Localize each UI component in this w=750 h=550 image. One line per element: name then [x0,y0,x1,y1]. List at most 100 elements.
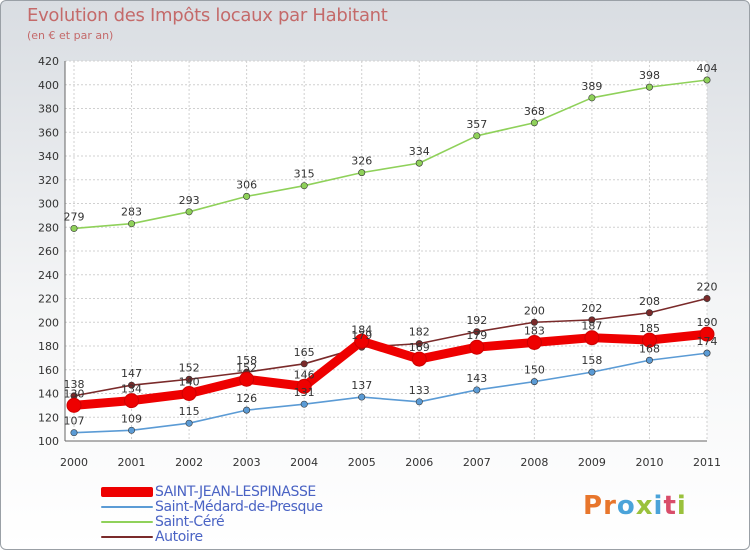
data-label: 146 [294,368,315,381]
data-label: 368 [524,105,545,118]
y-tick-label: 300 [38,198,59,211]
proxiti-logo: Proxiti [583,491,687,521]
data-label: 334 [409,145,430,158]
data-label: 130 [64,387,85,400]
data-point [296,378,312,394]
y-tick-label: 260 [38,245,59,258]
data-point [243,192,251,200]
y-tick-label: 420 [38,55,59,68]
logo-letter: t [663,491,677,521]
data-point [699,326,715,342]
data-label: 179 [351,329,372,342]
legend-label: Autoire [155,528,203,545]
legend-label: SAINT-JEAN-LESPINASSE [155,483,316,500]
data-label: 138 [64,378,85,391]
series-line [73,352,708,434]
data-label: 185 [639,322,660,335]
data-point [300,360,308,368]
data-label: 109 [121,412,142,425]
data-point [185,419,193,427]
data-label: 283 [121,206,142,219]
data-point [588,94,596,102]
data-point [239,371,255,387]
data-point [530,119,538,127]
data-label: 131 [294,386,315,399]
data-label: 126 [236,392,257,405]
data-label: 192 [466,314,487,327]
legend-item: SAINT-JEAN-LESPINASSE [101,483,323,500]
data-point [300,400,308,408]
data-point [66,397,82,413]
data-point [645,309,653,317]
data-point [703,76,711,84]
x-tick-label: 2005 [348,456,376,469]
legend-swatch [101,505,153,508]
data-point [473,386,481,394]
logo-letter: r [603,491,617,521]
data-label: 184 [351,323,372,336]
y-tick-label: 380 [38,103,59,116]
data-point [70,224,78,232]
logo-letter: x [635,491,654,521]
x-tick-label: 2007 [463,456,491,469]
data-label: 168 [639,342,660,355]
y-tick-label: 400 [38,79,59,92]
data-label: 279 [64,210,85,223]
data-label: 152 [236,361,257,374]
data-point [584,330,600,346]
data-point [473,132,481,140]
data-point [358,393,366,401]
data-point [243,406,251,414]
legend-swatch [101,520,153,523]
data-label: 137 [351,379,372,392]
x-tick-label: 2003 [233,456,261,469]
legend-label: Saint-Céré [155,513,225,530]
data-label: 147 [121,367,142,380]
y-tick-label: 160 [38,364,59,377]
x-tick-label: 2001 [118,456,146,469]
legend: SAINT-JEAN-LESPINASSE Saint-Médard-de-Pre… [101,483,323,545]
y-tick-label: 220 [38,293,59,306]
data-point [415,398,423,406]
x-tick-label: 2010 [635,456,663,469]
data-point [473,328,481,336]
data-label: 158 [236,354,257,367]
data-label: 143 [466,372,487,385]
data-label: 208 [639,295,660,308]
legend-label: Saint-Médard-de-Presque [155,498,323,515]
data-label: 174 [697,335,718,348]
data-label: 315 [294,168,315,181]
data-label: 179 [466,329,487,342]
data-point [124,393,140,409]
data-point [645,83,653,91]
data-label: 140 [179,376,200,389]
data-label: 182 [409,326,430,339]
data-label: 187 [581,320,602,333]
data-label: 165 [294,346,315,359]
data-label: 115 [179,405,200,418]
data-label: 404 [697,62,718,75]
data-label: 190 [697,316,718,329]
data-point [415,159,423,167]
x-tick-label: 2011 [693,456,721,469]
data-point [185,375,193,383]
data-point [185,208,193,216]
legend-item: Autoire [101,528,323,545]
data-point [588,368,596,376]
data-label: 169 [409,341,430,354]
data-point [530,378,538,386]
series-line [69,329,712,410]
data-point [588,316,596,324]
data-point [70,429,78,437]
data-point [641,332,657,348]
data-point [526,334,542,350]
logo-letter: i [653,491,664,521]
data-label: 152 [179,361,200,374]
x-tick-label: 2006 [405,456,433,469]
data-point [703,349,711,357]
logo-letter: o [616,491,636,521]
data-label: 357 [466,118,487,131]
y-tick-label: 200 [38,316,59,329]
